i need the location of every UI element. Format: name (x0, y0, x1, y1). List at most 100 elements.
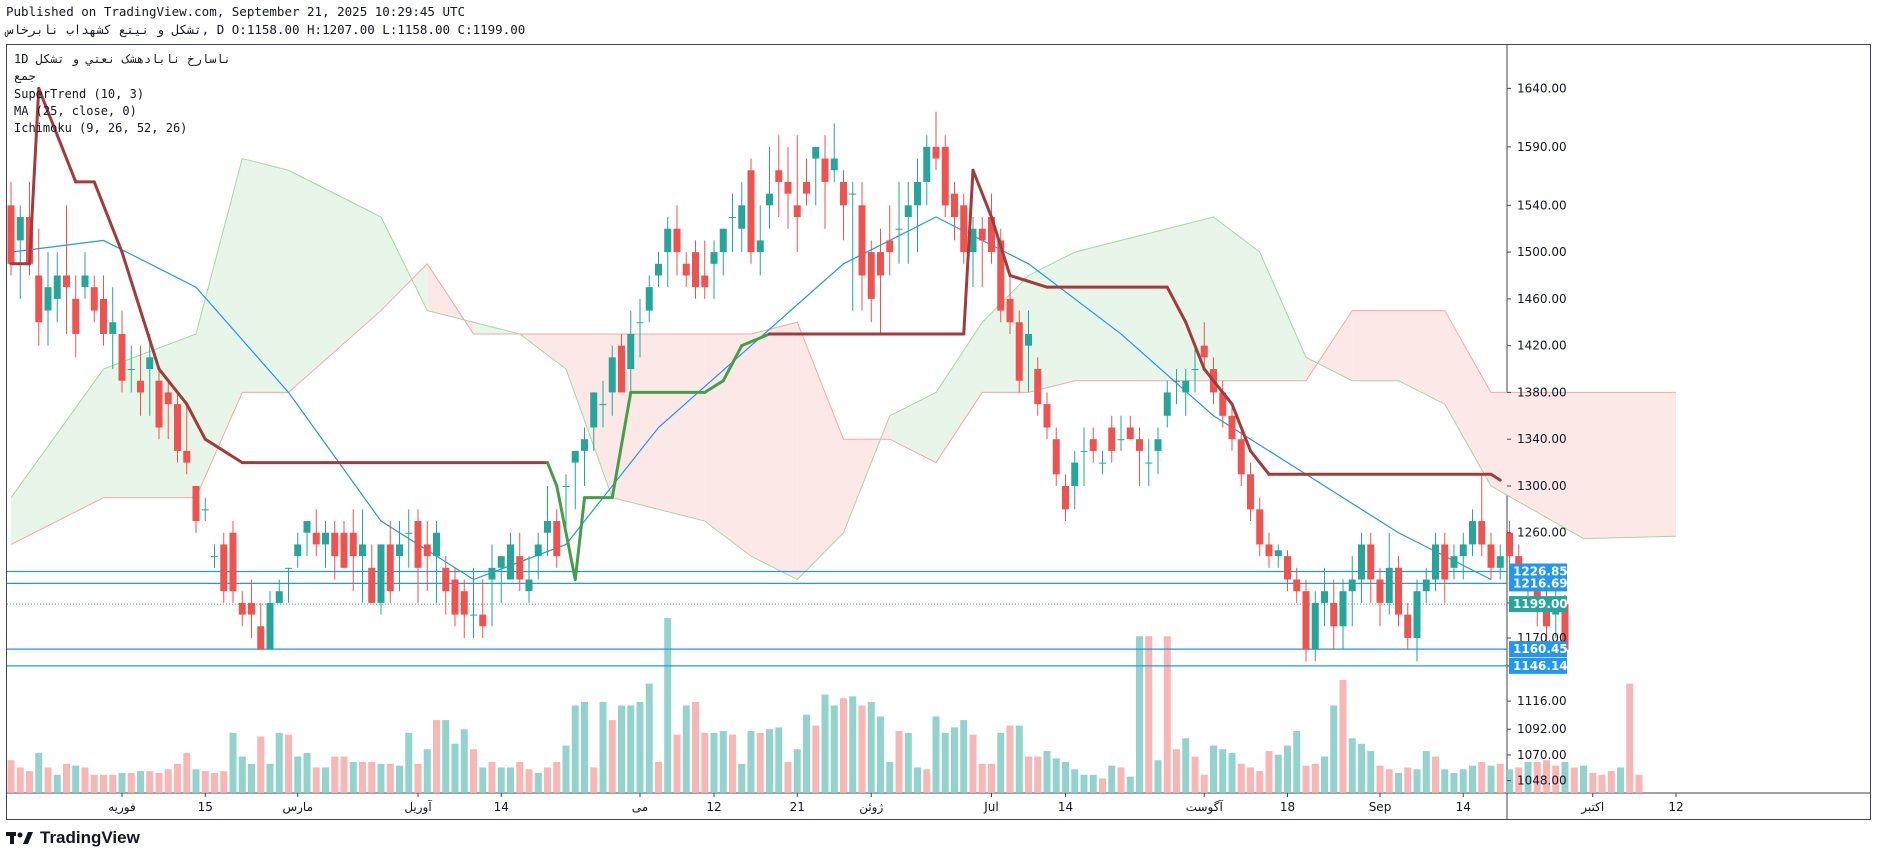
legend-ichimoku[interactable]: Ichimoku (9, 26, 52, 26) (14, 121, 188, 135)
cloud-segment (1259, 252, 1306, 381)
candle-body (349, 532, 357, 557)
supertrend-segment (92, 180, 105, 207)
candle-body (1358, 544, 1365, 580)
legend-supertrend[interactable]: SuperTrend (10, 3) (14, 87, 145, 101)
price-tick-label: 1260.00 (1517, 526, 1567, 540)
candle-body (960, 205, 968, 253)
volume-bar (90, 774, 98, 793)
candles-layer (7, 111, 1569, 662)
supertrend-segment (28, 86, 41, 266)
candle-body (1321, 591, 1328, 603)
chart-frame[interactable]: 1048.001070.001092.001116.001146.141170.… (6, 44, 1871, 820)
volume-bar (479, 767, 487, 793)
price-badge-label: 1146.14 (1513, 659, 1568, 673)
volume-bar (1506, 769, 1513, 793)
volume-bar (248, 763, 255, 793)
candle-body (44, 287, 52, 311)
volume-bar (803, 714, 810, 793)
volume-bar (655, 762, 662, 793)
candle-body (414, 521, 422, 568)
candle-body (1293, 579, 1301, 592)
candle-body (201, 509, 209, 511)
candle-body (1339, 591, 1347, 627)
volume-bar (1385, 769, 1393, 793)
candle-body (525, 579, 533, 592)
volume-bar (164, 769, 172, 793)
candle-body (830, 158, 838, 171)
price-badge-label: 1160.45 (1513, 642, 1568, 656)
legend-ma[interactable]: MA (25, close, 0) (14, 104, 137, 118)
cloud-segment (1121, 228, 1168, 381)
candle-body (285, 567, 292, 569)
supertrend-segment (185, 402, 207, 441)
volume-bar (1635, 774, 1643, 793)
supertrend-segment (157, 367, 189, 406)
cloud-segment (658, 333, 705, 522)
volume-bar (229, 732, 237, 793)
candle-body (1459, 544, 1467, 557)
candle-body (618, 345, 625, 393)
supertrend-segment (610, 390, 633, 500)
volume-bar (1432, 756, 1439, 793)
candle-body (507, 544, 514, 580)
volume-layer (7, 618, 1643, 793)
volume-bar (1358, 743, 1365, 793)
candle-body (1043, 404, 1051, 428)
time-tick-label: 21 (790, 800, 805, 814)
candle-body (1543, 602, 1550, 627)
candle-body (886, 240, 894, 253)
candle-body (858, 205, 866, 276)
volume-bar (951, 727, 958, 793)
cloud-segment (288, 170, 381, 393)
volume-bar (1015, 725, 1023, 793)
candle-body (211, 556, 218, 558)
supertrend-segment (740, 332, 771, 348)
price-tick-label: 1300.00 (1517, 479, 1567, 493)
candle-body (266, 602, 274, 650)
candle-body (1173, 380, 1180, 382)
price-tick-label: 1340.00 (1517, 432, 1567, 446)
candle-body (303, 521, 311, 533)
candle-body (497, 556, 505, 568)
volume-bar (729, 734, 736, 793)
volume-bar (701, 732, 709, 793)
volume-bar (1219, 749, 1227, 793)
volume-bar (756, 732, 764, 793)
volume-bar (895, 731, 903, 793)
volume-bar (914, 767, 921, 793)
candle-body (1219, 392, 1227, 416)
price-tick-label: 1500.00 (1517, 245, 1567, 259)
volume-bar (312, 767, 320, 793)
volume-bar (747, 731, 755, 793)
candle-body (1200, 345, 1208, 358)
volume-bar (562, 745, 570, 793)
candle-body (1274, 550, 1282, 557)
volume-bar (1533, 762, 1541, 793)
price-badge-bg (1509, 575, 1567, 592)
chart-canvas[interactable]: 1048.001070.001092.001116.001146.141170.… (7, 45, 1870, 819)
candle-body (571, 450, 579, 463)
candle-body (1080, 450, 1088, 452)
candle-body (1108, 427, 1116, 451)
candle-body (7, 205, 15, 264)
candle-body (951, 193, 958, 218)
volume-bar (1496, 763, 1504, 793)
volume-bar (72, 765, 80, 793)
volume-bar (174, 763, 181, 793)
tradingview-brand[interactable]: TradingView (6, 826, 140, 850)
volume-bar (183, 752, 191, 793)
price-tick-label: 1070.00 (1517, 748, 1567, 762)
volume-bar (127, 772, 135, 793)
volume-bar (1570, 767, 1578, 793)
volume-bar (340, 756, 348, 793)
volume-bar (1265, 751, 1273, 793)
volume-bar (571, 705, 579, 793)
supertrend-segment (971, 168, 993, 219)
volume-bar (137, 771, 144, 793)
ichimoku-span-b (10, 263, 1676, 545)
volume-bar (1469, 765, 1476, 793)
volume-bar (1256, 771, 1264, 793)
candle-body (109, 322, 117, 334)
volume-bar (1145, 636, 1153, 793)
candle-body (682, 263, 690, 276)
